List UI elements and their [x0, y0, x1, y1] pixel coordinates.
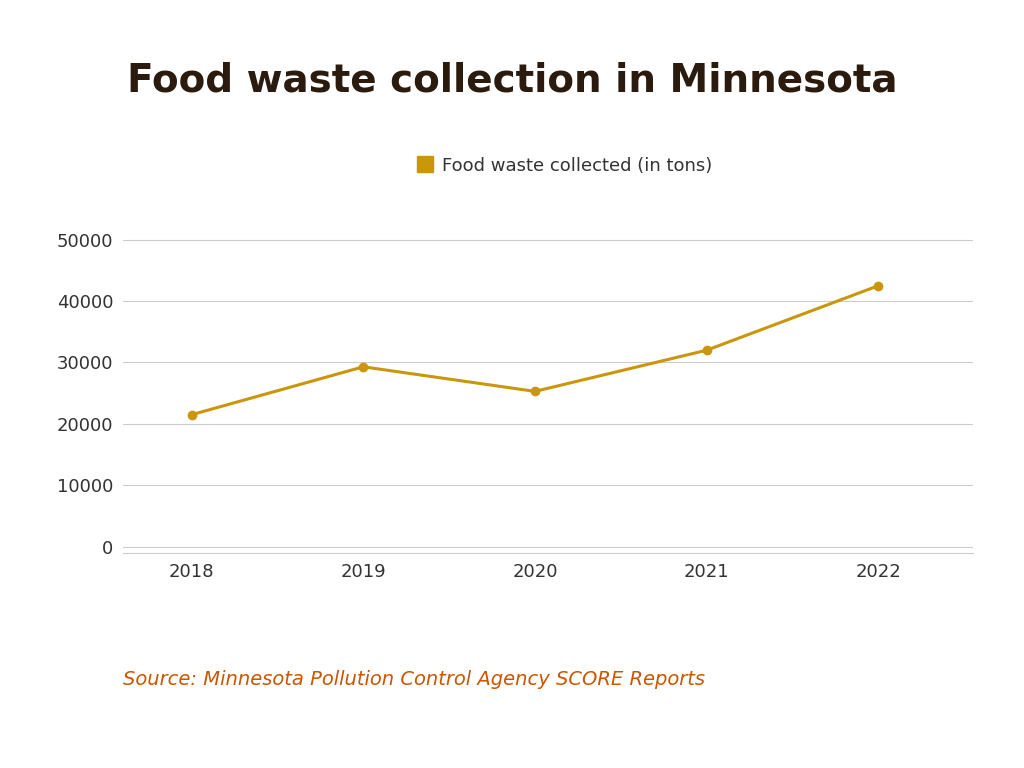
- Text: Food waste collection in Minnesota: Food waste collection in Minnesota: [127, 61, 897, 100]
- Text: Source: Minnesota Pollution Control Agency SCORE Reports: Source: Minnesota Pollution Control Agen…: [123, 670, 705, 689]
- Legend: Food waste collected (in tons): Food waste collected (in tons): [410, 150, 720, 182]
